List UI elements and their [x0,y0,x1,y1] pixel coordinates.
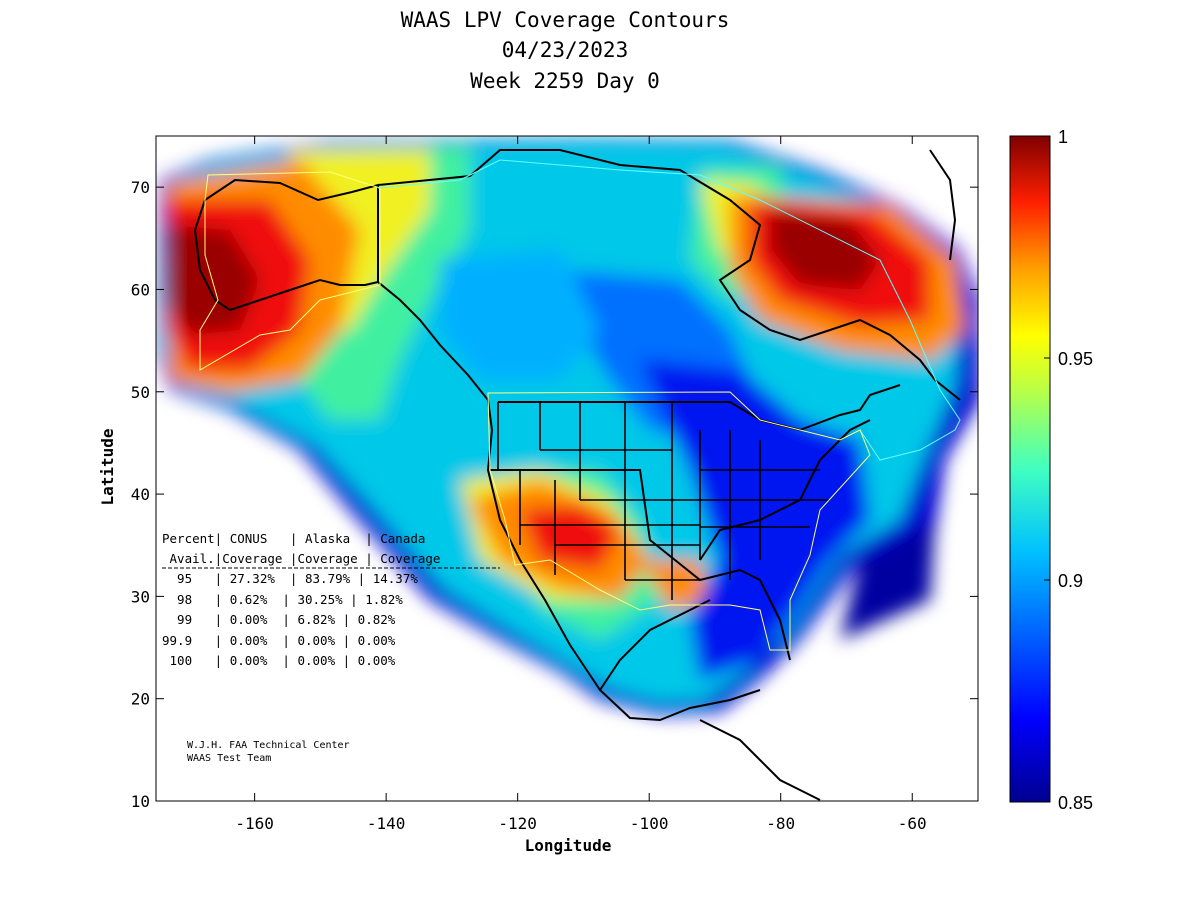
colorbar-tick-label: 0.85 [1058,793,1093,813]
y-tick-label: 10 [131,792,150,811]
colorbar-tick-label: 0.9 [1058,571,1083,591]
title-line-3: Week 2259 Day 0 [470,69,660,93]
x-tick-label: -140 [367,814,406,833]
x-axis-ticks: -160 -140 -120 -100 -80 -60 [235,136,927,833]
y-tick-label: 70 [131,178,150,197]
stats-header-1: Percent| CONUS | Alaska | Canada [162,531,425,546]
x-tick-label: -80 [766,814,795,833]
stats-row-98: 98 | 0.62% | 30.25% | 1.82% [162,592,403,607]
colorbar-tick-label: 1 [1058,127,1068,147]
title-line-2: 04/23/2023 [502,38,628,62]
colorbar [1009,135,1051,803]
title-line-1: WAAS LPV Coverage Contours [401,8,730,32]
colorbar-tick-label: 0.95 [1058,349,1093,369]
y-tick-label: 50 [131,383,150,402]
x-tick-label: -120 [498,814,537,833]
stats-row-95: 95 | 27.32% | 83.79% | 14.37% [162,571,418,586]
y-tick-label: 20 [131,690,150,709]
stats-row-100: 100 | 0.00% | 0.00% | 0.00% [162,653,396,668]
x-axis-label: Longitude [525,836,612,855]
coverage-contour-field [156,136,978,801]
colorbar-ticks: 0.85 0.9 0.95 1 [1044,127,1093,813]
x-tick-label: -160 [235,814,274,833]
y-axis-label: Latitude [98,428,117,505]
x-tick-label: -60 [898,814,927,833]
y-axis-ticks: 10 20 30 40 50 60 70 [131,178,978,811]
coverage-stats-table: Percent| CONUS | Alaska | Canada Avail.|… [162,531,500,668]
y-tick-label: 40 [131,485,150,504]
plot-frame [155,135,979,802]
x-tick-label: -100 [630,814,669,833]
credit-line-1: W.J.H. FAA Technical Center [187,740,350,751]
stats-row-99-9: 99.9 | 0.00% | 0.00% | 0.00% [162,633,396,648]
stats-header-2: Avail.|Coverage |Coverage | Coverage [162,551,440,566]
y-tick-label: 60 [131,280,150,299]
y-tick-label: 30 [131,587,150,606]
stats-row-99: 99 | 0.00% | 6.82% | 0.82% [162,612,396,627]
credit-line-2: WAAS Test Team [187,753,271,764]
